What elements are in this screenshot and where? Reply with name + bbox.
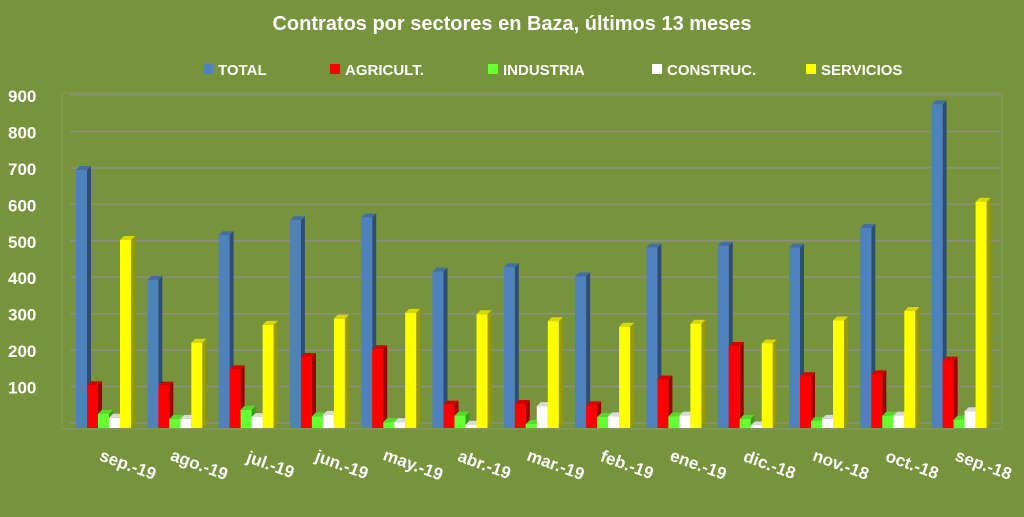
bar-servicios-mar.-19 xyxy=(547,317,563,428)
y-tick-label: 300 xyxy=(8,306,36,325)
bar-agricult-mar.-19 xyxy=(514,399,530,428)
bar-agricult-jun.-19 xyxy=(300,352,316,428)
bar-agricult-dic.-18 xyxy=(728,342,744,428)
legend-label: INDUSTRIA xyxy=(503,62,585,79)
bar-agricult-may.-19 xyxy=(372,345,388,428)
legend-swatch xyxy=(203,64,213,74)
bar-servicios-oct.-18 xyxy=(904,307,920,428)
y-tick-label: 200 xyxy=(8,342,36,361)
y-tick-label: 600 xyxy=(8,196,36,215)
bar-servicios-dic.-18 xyxy=(761,339,777,428)
bar-servicios-nov.-18 xyxy=(833,316,848,428)
bar-total-mar.-19 xyxy=(503,263,519,428)
y-tick-label: 800 xyxy=(8,123,36,142)
bar-servicios-jun.-19 xyxy=(333,314,349,428)
legend: TOTAL AGRICULT. INDUSTRIA CONSTRUC. SERVICIO… xyxy=(203,62,902,79)
y-tick-label: 400 xyxy=(8,269,36,288)
bar-servicios-ago.-19 xyxy=(191,338,207,428)
legend-swatch xyxy=(488,64,498,74)
y-tick-label: 700 xyxy=(8,160,36,179)
legend-swatch xyxy=(806,64,816,74)
legend-label: CONSTRUC. xyxy=(667,62,756,79)
y-axis: 100 200 300 400 500 600 700 800 900 xyxy=(8,87,36,398)
bar-servicios-may.-19 xyxy=(405,308,421,428)
chart-title: Contratos por sectores en Baza, últimos … xyxy=(272,13,751,35)
bar-agricult-sep.-18 xyxy=(942,356,958,428)
bar-servicios-abr.-19 xyxy=(476,310,492,428)
legend-label: AGRICULT. xyxy=(345,62,424,79)
bars xyxy=(76,100,991,428)
bar-agricult-nov.-18 xyxy=(800,372,815,428)
legend-swatch xyxy=(330,64,340,74)
y-tick-label: 500 xyxy=(8,233,36,252)
bar-total-abr.-19 xyxy=(432,267,448,428)
bar-servicios-jul.-19 xyxy=(262,320,278,428)
legend-label: SERVICIOS xyxy=(821,62,902,79)
bar-servicios-feb.-19 xyxy=(619,322,635,428)
bar-servicios-sep.-19 xyxy=(120,235,135,428)
y-tick-label: 100 xyxy=(8,379,36,398)
y-tick-label: 900 xyxy=(8,87,36,106)
bar-total-feb.-19 xyxy=(575,272,591,428)
bar-total-sep.-19 xyxy=(76,166,91,428)
legend-label: TOTAL xyxy=(218,62,267,79)
bar-servicios-sep.-18 xyxy=(975,197,991,428)
bar-total-sep.-18 xyxy=(931,100,947,428)
legend-swatch xyxy=(652,64,662,74)
plot-area-border xyxy=(61,92,1003,430)
bar-servicios-ene.-19 xyxy=(690,319,706,428)
